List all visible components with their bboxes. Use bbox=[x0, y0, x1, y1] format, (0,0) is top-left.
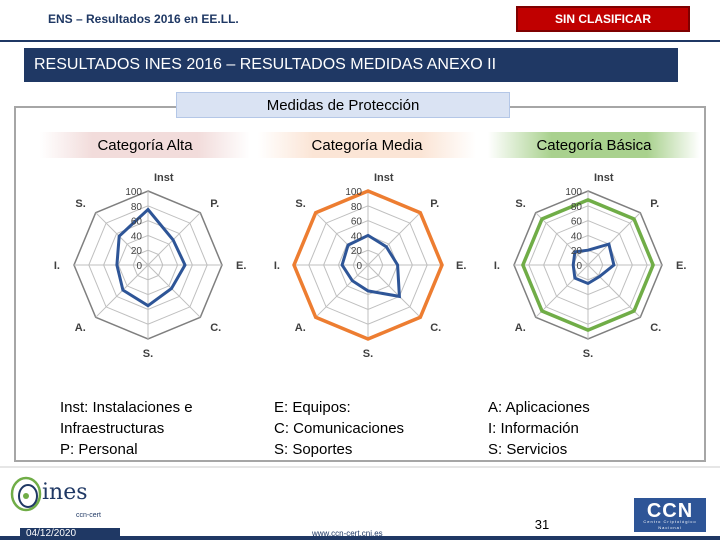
ines-logo-sub: ccn-cert bbox=[76, 512, 101, 519]
radar-spoke bbox=[587, 212, 641, 266]
ccn-logo-text: CCN bbox=[646, 500, 694, 522]
section-title: Medidas de Protección bbox=[176, 92, 510, 118]
radar-axis-label: I. bbox=[274, 260, 280, 272]
radar-data-series bbox=[571, 242, 616, 286]
radar-tick-label: 0 bbox=[136, 261, 142, 272]
radar-tick-label: 0 bbox=[356, 261, 362, 272]
radar-chart-basica: 100 80 60 40 20 0 Inst P. E. C. S. A. I. S. bbox=[494, 172, 687, 360]
radar-tick-label: 20 bbox=[351, 246, 363, 257]
radar-spoke bbox=[367, 212, 421, 266]
radar-tick-label: 100 bbox=[345, 187, 362, 198]
radar-axis-label: S. bbox=[363, 348, 373, 360]
slide-title-banner: RESULTADOS INES 2016 – RESULTADOS MEDIDA… bbox=[24, 48, 678, 82]
ccn-logo-sub: Centro Criptológico Nacional bbox=[643, 519, 697, 530]
radar-reference-series bbox=[292, 189, 444, 341]
radar-tick-label: 40 bbox=[131, 231, 143, 242]
legend-col-1: Inst: Instalaciones e Infraestructuras P… bbox=[60, 399, 193, 458]
radar-spoke bbox=[535, 264, 589, 318]
radar-axis-label: C. bbox=[650, 322, 661, 334]
radar-tick-label: 40 bbox=[571, 231, 583, 242]
footer-website[interactable]: www.ccn-cert.cni.es bbox=[312, 529, 383, 538]
radar-tick-label: 80 bbox=[351, 202, 363, 213]
radar-tick-label: 20 bbox=[571, 246, 583, 257]
radar-tick-label: 60 bbox=[571, 217, 583, 228]
radar-axis-label: E. bbox=[456, 260, 466, 272]
radar-spoke bbox=[587, 264, 641, 318]
radar-tick-label: 100 bbox=[125, 187, 142, 198]
header-title: ENS – Resultados 2016 en EE.LL. bbox=[48, 12, 239, 26]
radar-axis-label: E. bbox=[676, 260, 686, 272]
radar-chart-media: 100 80 60 40 20 0 Inst P. E. C. S. A. I. S. bbox=[274, 172, 467, 360]
radar-axis-label: A. bbox=[75, 322, 86, 334]
radar-tick-label: 100 bbox=[565, 187, 582, 198]
legend-col-2: E: Equipos: C: Comunicaciones S: Soporte… bbox=[274, 399, 405, 458]
radar-tick-label: 80 bbox=[571, 202, 583, 213]
page-number: 31 bbox=[534, 517, 550, 532]
radar-axis-label: A. bbox=[515, 322, 526, 334]
radar-axis-label: S. bbox=[583, 348, 593, 360]
radar-data-series bbox=[340, 233, 402, 299]
category-media-label: Categoría Media bbox=[258, 132, 476, 158]
radar-axis-label: S. bbox=[515, 198, 525, 210]
radar-tick-label: 80 bbox=[131, 202, 143, 213]
classification-badge: SIN CLASIFICAR bbox=[516, 6, 690, 32]
category-alta-label: Categoría Alta bbox=[40, 132, 250, 158]
ccn-logo: CCN Centro Criptológico Nacional bbox=[634, 498, 706, 532]
ines-logo-text: ines bbox=[42, 480, 88, 505]
radar-axis-label: S. bbox=[295, 198, 305, 210]
category-basica-label: Categoría Básica bbox=[488, 132, 700, 158]
radar-axis-label: P. bbox=[210, 198, 219, 210]
radar-axis-label: S. bbox=[75, 198, 85, 210]
radar-axis-label: C. bbox=[430, 322, 441, 334]
radar-chart-alta: 100 80 60 40 20 0 Inst P. E. C. S. A. I. S. bbox=[54, 172, 247, 360]
footer-strip bbox=[0, 536, 720, 540]
radar-axis-label: E. bbox=[236, 260, 246, 272]
radar-spoke bbox=[535, 212, 589, 266]
radar-axis-label: S. bbox=[143, 348, 153, 360]
radar-spoke bbox=[315, 212, 369, 266]
radar-axis-label: Inst bbox=[154, 172, 174, 184]
radar-tick-label: 60 bbox=[351, 217, 363, 228]
radar-axis-label: P. bbox=[430, 198, 439, 210]
radar-reference-series bbox=[521, 198, 655, 332]
legend-col-3: A: Aplicaciones I: Información S: Servic… bbox=[488, 399, 590, 458]
radar-axis-label: P. bbox=[650, 198, 659, 210]
header-bar: ENS – Resultados 2016 en EE.LL. SIN CLAS… bbox=[0, 0, 720, 42]
footer-divider bbox=[0, 466, 720, 468]
radar-data-series bbox=[115, 207, 187, 308]
radar-axis-label: Inst bbox=[374, 172, 394, 184]
radar-spoke bbox=[95, 212, 149, 266]
radar-tick-label: 40 bbox=[351, 231, 363, 242]
radar-tick-label: 60 bbox=[131, 217, 143, 228]
ines-logo-icon bbox=[10, 476, 42, 512]
radar-spoke bbox=[147, 264, 201, 318]
radar-axis-label: I. bbox=[54, 260, 60, 272]
radar-axis-label: Inst bbox=[594, 172, 614, 184]
radar-spoke bbox=[367, 264, 421, 318]
radar-tick-label: 20 bbox=[131, 246, 143, 257]
radar-spoke bbox=[315, 264, 369, 318]
radar-axis-label: I. bbox=[494, 260, 500, 272]
radar-axis-label: A. bbox=[295, 322, 306, 334]
radar-tick-label: 0 bbox=[576, 261, 582, 272]
radar-axis-label: C. bbox=[210, 322, 221, 334]
